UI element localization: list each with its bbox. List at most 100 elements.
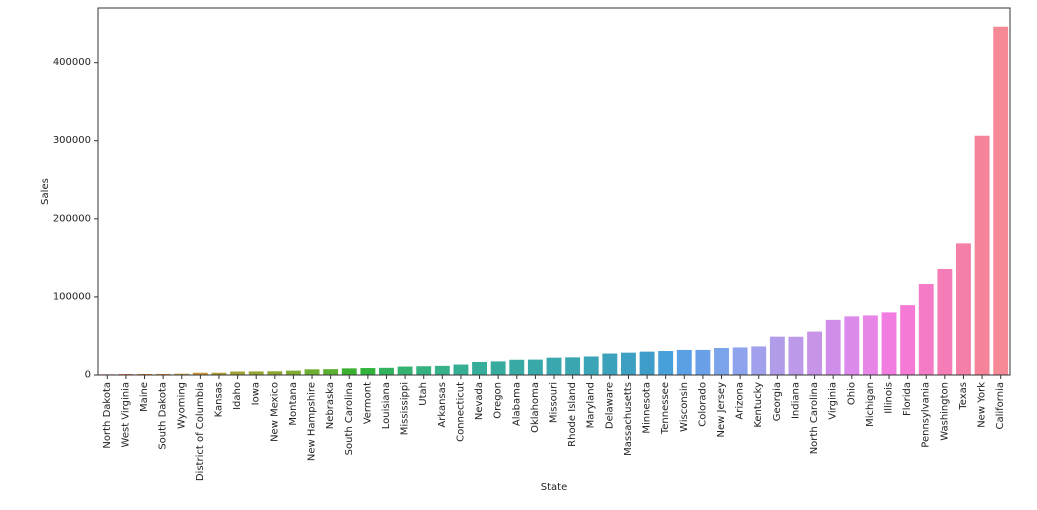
- bar-district-of-columbia: [192, 372, 208, 375]
- x-tick-label: Pennsylvania: [921, 382, 932, 448]
- x-tick-label: Ohio: [846, 382, 857, 405]
- x-tick-label: Iowa: [251, 382, 262, 405]
- bar-new-mexico: [267, 371, 283, 375]
- x-tick-label: Arkansas: [437, 382, 448, 428]
- bar-virginia: [825, 319, 841, 375]
- x-tick-label: Georgia: [772, 382, 783, 421]
- bar-oregon: [490, 361, 506, 375]
- bar-arkansas: [434, 365, 450, 375]
- x-tick-label: Utah: [418, 382, 429, 406]
- bar-nebraska: [323, 369, 339, 375]
- bar-minnesota: [639, 351, 655, 375]
- bar-south-dakota: [155, 373, 171, 375]
- bar-oklahoma: [527, 359, 543, 375]
- x-tick-label: Maryland: [586, 382, 597, 428]
- bar-texas: [956, 243, 971, 375]
- x-tick-label: New York: [977, 382, 988, 428]
- y-axis-label: Sales: [40, 178, 51, 205]
- bar-montana: [285, 370, 301, 375]
- bar-maine: [137, 373, 152, 375]
- x-tick-label: Illinois: [884, 382, 895, 414]
- x-tick-label: Delaware: [604, 382, 615, 429]
- bar-connecticut: [453, 364, 469, 375]
- bar-utah: [416, 366, 432, 375]
- x-tick-label: Oregon: [493, 382, 504, 419]
- x-tick-label: Tennessee: [660, 382, 671, 435]
- x-tick-label: District of Columbia: [195, 382, 206, 481]
- bar-delaware: [602, 353, 618, 375]
- x-axis-label: State: [541, 482, 567, 493]
- bar-wyoming: [174, 373, 190, 375]
- x-tick-label: Missouri: [549, 382, 560, 423]
- bar-alabama: [509, 359, 525, 375]
- x-tick-label: Texas: [958, 382, 969, 411]
- bar-washington: [937, 268, 953, 375]
- x-tick-label: New Hampshire: [307, 382, 318, 461]
- x-tick-label: Wisconsin: [679, 382, 690, 432]
- x-tick-label: Nevada: [474, 382, 485, 420]
- y-axis: 0 100000 200000 300000 400000: [53, 57, 98, 381]
- bar-michigan: [862, 315, 878, 375]
- x-tick-label: North Dakota: [102, 382, 113, 449]
- bar-maryland: [583, 356, 599, 375]
- x-tick-label: Mississippi: [400, 382, 411, 435]
- x-tick-label: Florida: [902, 382, 913, 416]
- x-tick-label: Wyoming: [176, 382, 187, 429]
- x-tick-label: Virginia: [828, 382, 839, 420]
- bars-layer: [99, 26, 1009, 376]
- x-tick-label: Indiana: [790, 382, 801, 419]
- x-tick-label: Rhode Island: [567, 382, 578, 447]
- y-tick-label: 400000: [53, 57, 91, 68]
- bar-georgia: [769, 336, 785, 375]
- x-tick-label: West Virginia: [120, 382, 131, 447]
- plot-frame: [97, 7, 1011, 376]
- x-axis: North Dakota West Virginia Maine South Dako…: [102, 375, 1006, 481]
- bar-north-carolina: [807, 331, 823, 375]
- x-tick-label: Massachusetts: [623, 382, 634, 456]
- bar-tennessee: [658, 351, 674, 375]
- y-tick-label: 100000: [53, 291, 91, 302]
- bar-new-jersey: [714, 347, 729, 375]
- bar-missouri: [546, 357, 562, 375]
- y-tick-label: 300000: [53, 135, 91, 146]
- y-tick-label: 0: [85, 370, 91, 381]
- x-tick-label: Louisiana: [381, 382, 392, 429]
- x-tick-label: Connecticut: [455, 382, 466, 442]
- x-tick-label: South Dakota: [158, 382, 169, 450]
- bar-kansas: [211, 372, 227, 375]
- bar-kentucky: [751, 346, 767, 375]
- bar-rhode-island: [565, 357, 581, 375]
- bar-arizona: [732, 347, 748, 375]
- bar-iowa: [248, 371, 264, 375]
- bar-pennsylvania: [918, 284, 934, 375]
- bar-massachusetts: [621, 352, 636, 375]
- x-tick-label: Washington: [939, 382, 950, 441]
- x-tick-label: Colorado: [697, 382, 708, 427]
- bar-wisconsin: [676, 349, 692, 375]
- x-tick-label: Arizona: [735, 382, 746, 420]
- y-tick-label: 200000: [53, 213, 91, 224]
- bar-south-carolina: [341, 368, 357, 375]
- bar-illinois: [881, 312, 897, 375]
- bar-florida: [900, 305, 916, 375]
- x-tick-label: Kentucky: [753, 382, 764, 428]
- x-tick-label: Vermont: [362, 382, 373, 424]
- x-tick-label: Minnesota: [642, 382, 653, 434]
- x-tick-label: California: [995, 382, 1006, 430]
- bar-mississippi: [397, 366, 413, 375]
- bar-california: [993, 26, 1009, 376]
- x-tick-label: South Carolina: [344, 382, 355, 455]
- x-tick-label: Kansas: [213, 382, 224, 417]
- bar-louisiana: [379, 367, 394, 375]
- x-tick-label: North Carolina: [809, 382, 820, 454]
- x-tick-label: New Mexico: [269, 382, 280, 442]
- bar-indiana: [788, 336, 804, 375]
- x-tick-label: Michigan: [865, 382, 876, 427]
- bar-vermont: [360, 368, 376, 375]
- bar-ohio: [844, 316, 860, 375]
- bar-idaho: [230, 371, 246, 375]
- x-tick-label: Oklahoma: [530, 382, 541, 433]
- bar-nevada: [472, 361, 487, 375]
